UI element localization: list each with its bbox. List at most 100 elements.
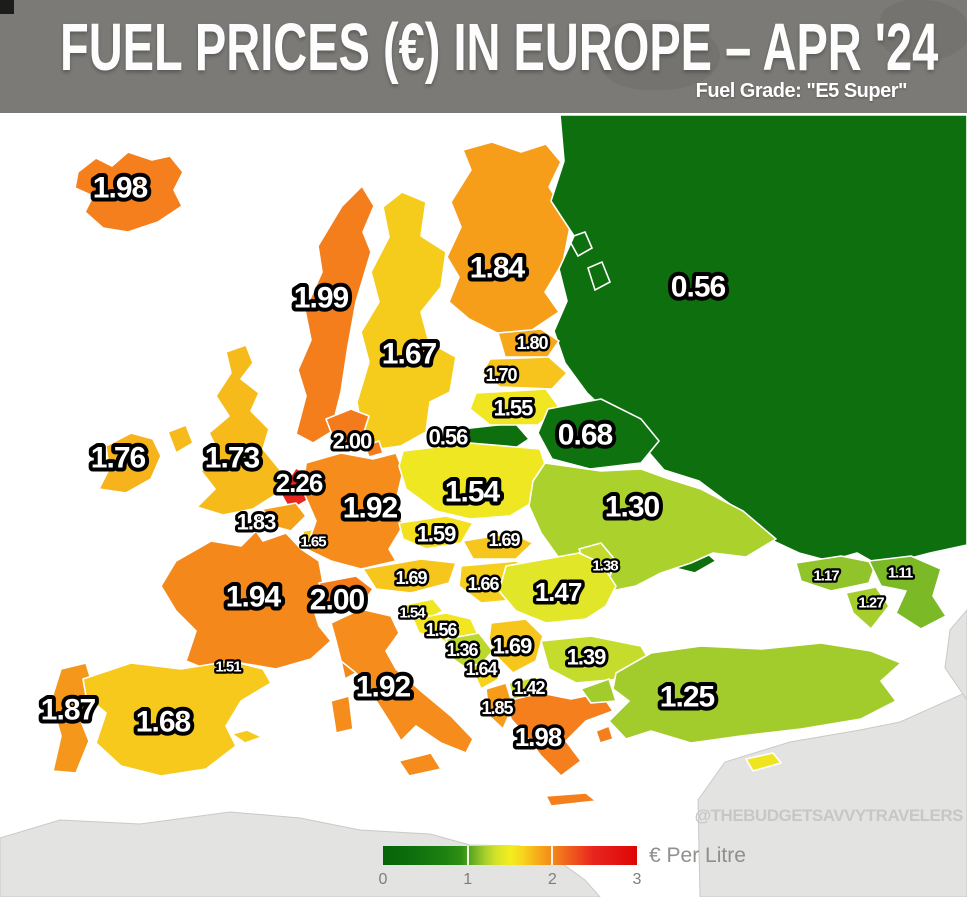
price-label-austria: 1.69 [395, 568, 427, 588]
price-label-latvia: 1.70 [485, 365, 517, 385]
lake-outline [587, 260, 612, 292]
price-label-estonia: 1.80 [516, 333, 548, 353]
price-label-portugal: 1.87 [41, 694, 96, 727]
caspian-east-land [944, 609, 967, 701]
country-austria[interactable] [362, 558, 457, 594]
country-uk[interactable] [167, 344, 282, 516]
legend-tick-3: 3 [632, 871, 642, 888]
price-label-belarus: 0.68 [558, 419, 613, 452]
price-label-sweden: 1.67 [382, 338, 437, 371]
price-label-spain: 1.68 [136, 706, 191, 739]
price-label-kaliningrad: 0.56 [429, 425, 469, 450]
price-label-bosnia: 1.36 [446, 640, 478, 660]
color-legend: € Per Litre 0 1 2 3 [379, 844, 763, 895]
country-romania[interactable] [498, 552, 617, 624]
price-label-uk: 1.73 [205, 442, 260, 475]
price-label-hungary: 1.66 [467, 574, 499, 594]
price-label-ireland: 1.76 [91, 442, 146, 475]
price-label-czechia: 1.59 [417, 522, 457, 547]
page-title: FUEL PRICES (€) IN EUROPE – APR '24 [60, 8, 939, 85]
price-label-bulgaria: 1.39 [567, 645, 607, 670]
country-armenia[interactable] [845, 586, 890, 630]
price-label-moldova: 1.38 [592, 558, 618, 575]
price-label-serbia: 1.69 [493, 634, 533, 659]
price-label-armenia: 1.27 [858, 595, 884, 612]
legend-separator [467, 846, 469, 865]
country-latvia[interactable] [481, 356, 568, 390]
country-germany[interactable] [302, 452, 404, 570]
price-label-turkey: 1.25 [660, 681, 715, 714]
country-greece[interactable] [505, 692, 614, 807]
lake-outline [566, 230, 594, 258]
price-label-poland: 1.54 [445, 476, 501, 509]
country-norway[interactable] [295, 185, 375, 444]
price-label-slovakia: 1.69 [488, 530, 520, 550]
country-belgium[interactable] [262, 502, 307, 532]
country-albania[interactable] [485, 682, 514, 730]
country-denmark[interactable] [325, 408, 384, 458]
price-label-norway: 1.99 [294, 282, 349, 315]
price-label-luxembourg: 1.65 [300, 534, 326, 551]
price-label-slovenia: 1.54 [399, 605, 426, 622]
price-label-denmark: 2.00 [333, 429, 373, 454]
price-label-russia: 0.56 [671, 271, 726, 304]
country-lithuania[interactable] [469, 388, 560, 426]
price-label-croatia: 1.56 [425, 620, 457, 640]
price-labels: 1.98 1.99 1.67 1.84 0.56 0.56 1.80 1.70 1.55 0.68… [37, 168, 916, 756]
country-slovakia[interactable] [462, 532, 534, 560]
price-label-ukraine: 1.30 [605, 491, 660, 524]
country-georgia[interactable] [795, 555, 877, 592]
price-label-belgium: 1.83 [237, 510, 277, 535]
price-label-germany: 1.92 [343, 492, 398, 525]
country-czechia[interactable] [398, 515, 474, 550]
price-label-lithuania: 1.55 [494, 396, 534, 421]
middle-east-land [697, 691, 967, 897]
country-belarus[interactable] [537, 398, 660, 470]
country-cyprus[interactable] [745, 752, 782, 772]
price-label-france: 1.94 [226, 581, 282, 614]
legend-tick-1: 1 [463, 871, 473, 888]
country-spain[interactable] [82, 660, 272, 777]
watermark-credit: @THEBUDGETSAVVYTRAVELERS [694, 806, 964, 825]
price-label-romania: 1.47 [535, 577, 582, 607]
price-label-switzerland: 2.00 [310, 584, 365, 617]
legend-gradient-bar [383, 846, 637, 865]
header-map-silhouette [600, 20, 720, 90]
price-label-iceland: 1.98 [93, 172, 148, 205]
price-label-albania: 1.85 [481, 698, 513, 718]
price-label-georgia: 1.17 [813, 568, 839, 585]
country-switzerland[interactable] [318, 575, 374, 610]
price-label-azerbaijan: 1.11 [888, 565, 913, 582]
corner-decoration [0, 0, 14, 14]
country-ireland[interactable] [98, 432, 162, 494]
country-iceland[interactable] [74, 151, 184, 233]
price-label-montenegro: 1.64 [465, 659, 497, 679]
country-sweden[interactable] [356, 191, 457, 450]
title-banner: FUEL PRICES (€) IN EUROPE – APR '24 Fuel… [0, 0, 967, 113]
price-label-finland: 1.84 [470, 252, 526, 285]
country-italy[interactable] [330, 608, 474, 777]
legend-tick-0: 0 [378, 871, 388, 888]
legend-separator [551, 846, 553, 865]
country-montenegro[interactable] [470, 660, 500, 690]
header-map-silhouette [880, 0, 967, 60]
legend-unit-label: € Per Litre [649, 844, 746, 867]
price-label-italy: 1.92 [356, 671, 411, 704]
country-shapes [50, 114, 967, 807]
price-label-greece: 1.98 [515, 722, 562, 752]
country-estonia[interactable] [497, 328, 560, 358]
legend-tick-2: 2 [547, 871, 557, 888]
price-label-netherlands: 2.26 [276, 468, 323, 498]
legend-tick-labels: 0 1 2 3 [379, 871, 642, 889]
country-turkey[interactable] [580, 642, 902, 744]
country-azerbaijan[interactable] [868, 555, 947, 630]
country-poland[interactable] [398, 442, 549, 520]
country-france[interactable] [160, 530, 357, 680]
country-serbia[interactable] [488, 618, 544, 674]
fuel-grade-subtitle: Fuel Grade: "E5 Super" [695, 80, 908, 102]
price-label-macedonia: 1.42 [513, 678, 545, 698]
north-africa-land [0, 811, 601, 897]
price-label-andorra: 1.51 [215, 659, 241, 676]
